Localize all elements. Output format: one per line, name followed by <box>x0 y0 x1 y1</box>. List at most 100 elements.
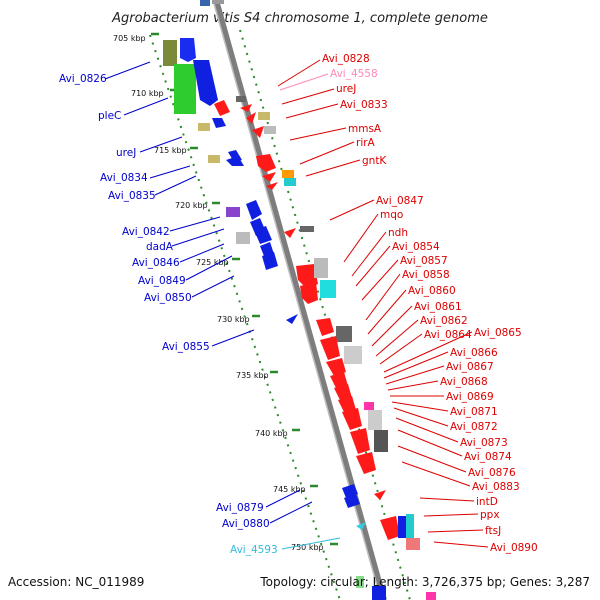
leader-line <box>355 245 391 287</box>
leader-line <box>387 380 439 391</box>
leader-line <box>277 59 321 87</box>
gene-label[interactable]: ftsJ <box>485 525 501 537</box>
gene-label[interactable]: Avi_0868 <box>440 376 488 388</box>
leader-line <box>154 175 197 196</box>
gene-label[interactable]: Avi_0880 <box>222 518 270 530</box>
gene-block <box>336 326 352 342</box>
gene-block <box>364 402 374 410</box>
gene-label[interactable]: Avi_0826 <box>59 73 107 85</box>
gene-label[interactable]: Avi_0860 <box>408 285 456 297</box>
leader-line <box>419 497 475 502</box>
gene-block <box>236 232 250 244</box>
gene-arrow-reverse <box>284 228 296 238</box>
leader-line <box>285 103 339 119</box>
gene-block <box>372 586 386 600</box>
scale-tick-label: 740 kbp <box>255 429 288 438</box>
gene-block <box>314 258 328 278</box>
scale-tick-label: 720 kbp <box>175 201 208 210</box>
gene-block <box>198 123 210 131</box>
gene-arrow-forward <box>356 522 366 530</box>
leader-line <box>281 537 341 550</box>
gene-arrow-reverse <box>342 408 362 430</box>
gene-label[interactable]: Avi_4558 <box>330 68 378 80</box>
gene-label[interactable]: Avi_0872 <box>450 421 498 433</box>
leader-line <box>433 541 489 548</box>
gene-label[interactable]: mqo <box>380 209 403 221</box>
leader-line <box>185 255 233 281</box>
gene-block <box>282 170 294 178</box>
leader-line <box>401 461 471 487</box>
gene-label[interactable]: Avi_0861 <box>414 301 462 313</box>
gene-label[interactable]: Avi_0842 <box>122 226 170 238</box>
gene-arrow-forward <box>226 156 244 166</box>
leader-line <box>397 429 463 457</box>
leader-line <box>265 489 301 508</box>
gene-label[interactable]: Avi_0849 <box>138 275 186 287</box>
gene-arrow-reverse <box>326 358 346 376</box>
leader-line <box>423 513 479 517</box>
leader-line <box>397 445 467 473</box>
leader-line <box>371 305 413 347</box>
right-gene-labels: Avi_0828 Avi_4558 ureJ Avi_0833 mmsA rirA gntK… <box>277 53 538 554</box>
map-title: Agrobacterium vitis S4 chromosome 1, com… <box>111 11 488 26</box>
gene-label[interactable]: dadA <box>146 241 174 253</box>
gene-label[interactable]: ndh <box>388 227 408 239</box>
gene-label[interactable]: Avi_0876 <box>468 467 516 479</box>
gene-label[interactable]: Avi_0833 <box>340 99 388 111</box>
gene-arrow-forward <box>262 252 278 270</box>
gene-block <box>300 226 314 232</box>
leader-line <box>383 351 449 379</box>
gene-label[interactable]: Avi_0883 <box>472 481 520 493</box>
leader-line <box>289 127 347 141</box>
gene-arrow-forward <box>344 494 360 508</box>
gene-label[interactable]: gntK <box>362 155 387 167</box>
gene-label[interactable]: Avi_0862 <box>420 315 468 327</box>
gene-label[interactable]: rirA <box>356 137 376 149</box>
gene-block <box>212 0 224 4</box>
leader-line <box>383 331 473 373</box>
gene-label[interactable]: pleC <box>98 110 121 122</box>
scale-tick-label: 710 kbp <box>131 89 164 98</box>
gene-label[interactable]: Avi_0879 <box>216 502 264 514</box>
gene-label[interactable]: ppx <box>480 509 500 521</box>
gene-label[interactable]: Avi_0850 <box>144 292 192 304</box>
gene-label[interactable]: Avi_0835 <box>108 190 156 202</box>
gene-block <box>426 592 436 600</box>
gene-label[interactable]: Avi_0867 <box>446 361 494 373</box>
gene-label[interactable]: Avi_0873 <box>460 437 508 449</box>
leader-line <box>343 213 379 263</box>
gene-label[interactable]: Avi_0871 <box>450 406 498 418</box>
gene-block <box>320 280 336 298</box>
leader-line <box>299 141 355 165</box>
gene-label[interactable]: Avi_4593 <box>230 544 278 556</box>
gene-label[interactable]: Avi_0865 <box>474 327 522 339</box>
gene-label[interactable]: Avi_0858 <box>402 269 450 281</box>
gene-arrow-reverse <box>252 126 264 138</box>
gene-label[interactable]: intD <box>476 496 498 508</box>
gene-arrow-reverse <box>296 264 318 288</box>
gene-label[interactable]: Avi_0854 <box>392 241 440 253</box>
gene-label[interactable]: mmsA <box>348 123 382 135</box>
left-gene-labels: Avi_0826 pleC ureJ Avi_0834 Avi_0835 Avi_0842… <box>59 61 341 556</box>
gene-arrow-reverse <box>356 452 376 474</box>
gene-label[interactable]: Avi_0857 <box>400 255 448 267</box>
gene-label[interactable]: Avi_0834 <box>100 172 148 184</box>
gene-label[interactable]: Avi_0874 <box>464 451 512 463</box>
gene-label[interactable]: Avi_0890 <box>490 542 538 554</box>
gene-label[interactable]: Avi_0866 <box>450 347 498 359</box>
gene-arrow-reverse <box>214 100 230 116</box>
gene-arrow-reverse <box>350 428 370 454</box>
gene-block <box>284 178 296 186</box>
gene-label[interactable]: ureJ <box>116 147 136 159</box>
scale-tick-label: 715 kbp <box>154 146 187 155</box>
gene-label[interactable]: Avi_0847 <box>376 195 424 207</box>
gene-label[interactable]: Avi_0869 <box>446 391 494 403</box>
scale-tick-label: 725 kbp <box>196 258 229 267</box>
gene-label[interactable]: Avi_0855 <box>162 341 210 353</box>
gene-label[interactable]: ureJ <box>336 83 356 95</box>
gene-label[interactable]: Avi_0846 <box>132 257 180 269</box>
gene-label[interactable]: Avi_0828 <box>322 53 370 65</box>
gene-block <box>406 538 420 550</box>
gene-arrow-forward <box>260 242 274 256</box>
gene-arrow-reverse <box>330 372 348 388</box>
